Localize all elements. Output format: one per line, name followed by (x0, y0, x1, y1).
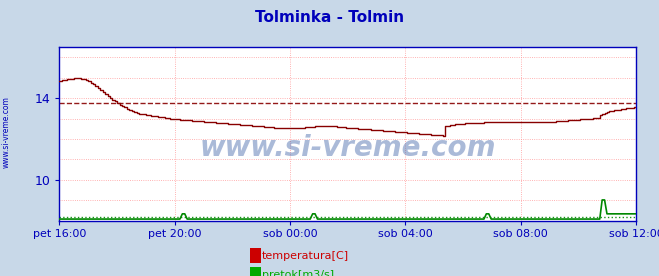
Text: pretok[m3/s]: pretok[m3/s] (262, 270, 334, 276)
Text: Tolminka - Tolmin: Tolminka - Tolmin (255, 10, 404, 25)
Text: temperatura[C]: temperatura[C] (262, 251, 349, 261)
Text: www.si-vreme.com: www.si-vreme.com (200, 134, 496, 162)
Text: www.si-vreme.com: www.si-vreme.com (2, 97, 11, 168)
